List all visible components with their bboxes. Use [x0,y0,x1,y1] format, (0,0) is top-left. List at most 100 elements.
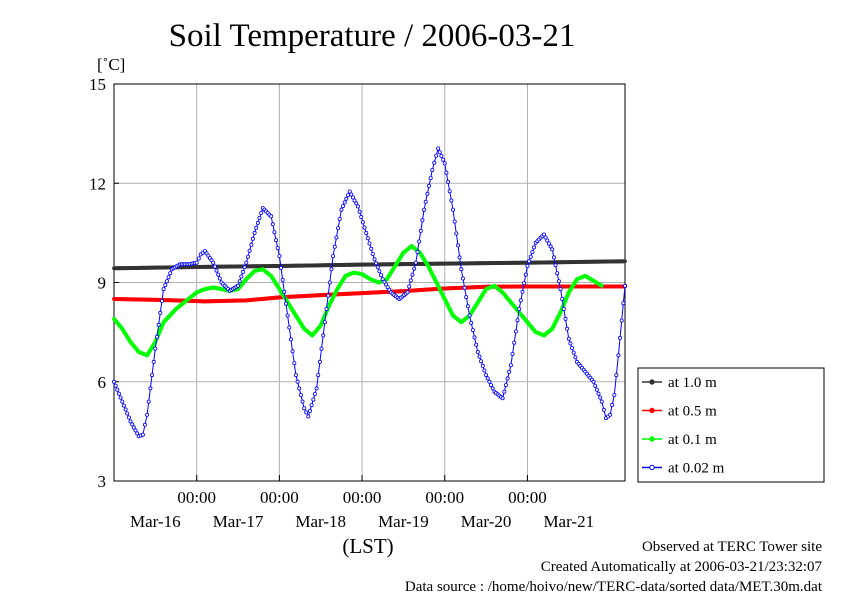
data-point [465,304,470,309]
data-point [272,230,277,235]
data-point [150,345,154,350]
data-point [410,272,415,277]
data-point [568,287,573,292]
data-point [297,318,302,323]
data-point [126,415,131,420]
data-point [447,189,452,194]
data-point [566,336,571,341]
data-point [408,278,413,283]
data-point [422,207,427,212]
data-point [254,225,259,230]
data-point [550,247,555,252]
data-point [355,204,360,209]
data-point [430,167,435,172]
data-point [561,306,566,311]
data-point [546,241,551,246]
data-point [399,253,404,258]
data-point [563,316,568,321]
data-point [290,308,295,313]
data-point [336,284,341,289]
data-point [424,261,429,266]
data-point [523,272,528,277]
data-point [573,355,578,360]
data-point [528,254,533,259]
data-point [393,264,398,268]
data-point [142,422,147,427]
data-point [148,386,153,391]
data-point [428,175,433,180]
data-point [327,280,332,285]
data-point [216,272,221,277]
data-point [168,271,173,276]
footer-source-note: Data source : /home/hoivo/new/TERC-data/… [405,579,823,595]
data-point [425,191,430,196]
data-point [145,353,150,358]
x-tick-time-label: 00:00 [177,488,216,507]
x-tick-date-label: Mar-21 [543,512,594,531]
data-point [608,412,613,417]
legend-entry-label: at 1.0 m [668,375,717,391]
data-point [510,351,515,356]
data-point [344,196,349,201]
data-point [490,386,495,391]
data-point [359,214,364,219]
data-point [389,269,394,274]
data-point [120,326,125,331]
y-tick-label: 15 [89,75,106,94]
data-point [252,230,257,235]
data-point [311,397,316,402]
data-point [565,326,570,331]
data-point [293,373,298,378]
data-point [558,310,563,315]
legend-box [637,367,825,483]
data-point [612,392,617,397]
grid-lines [114,84,625,481]
data-point [551,255,556,260]
data-point [464,295,469,300]
x-tick-date-label: Mar-18 [295,512,346,531]
data-point [548,244,553,249]
data-point [274,238,279,243]
data-point [530,250,535,255]
data-point [140,432,145,437]
data-point [446,179,451,184]
data-point [437,150,442,155]
data-point [340,279,345,284]
data-point [365,236,370,241]
x-tick-time-label: 00:00 [343,488,382,507]
data-point [269,214,274,219]
footer-created-note: Created Automatically at 2006-03-21/23:3… [541,559,823,575]
plot-frame [113,83,626,482]
data-point [153,346,158,351]
data-point [270,276,275,281]
data-point [444,300,449,305]
legend-swatch-marker [649,407,655,414]
data-point [619,318,624,323]
data-point [571,350,576,355]
data-point [117,391,122,396]
data-point [421,256,426,260]
data-point [418,228,423,233]
data-point [318,323,323,328]
data-point [242,265,247,270]
data-point [277,253,282,258]
x-tick-time-label: 00:00 [425,488,464,507]
data-point [285,313,290,318]
data-point [328,300,333,305]
data-point [591,379,596,384]
data-point [422,258,427,263]
data-point [196,256,201,261]
data-point [321,333,326,338]
data-point [259,210,264,215]
data-point [415,250,420,255]
data-point [423,199,428,204]
data-point [517,306,522,311]
data-point [449,310,454,315]
data-point [475,300,480,305]
data-point [247,248,252,253]
legend-entry-label: at 0.1 m [668,432,717,448]
data-point [545,238,550,243]
data-point [621,301,626,306]
data-point [477,354,482,359]
